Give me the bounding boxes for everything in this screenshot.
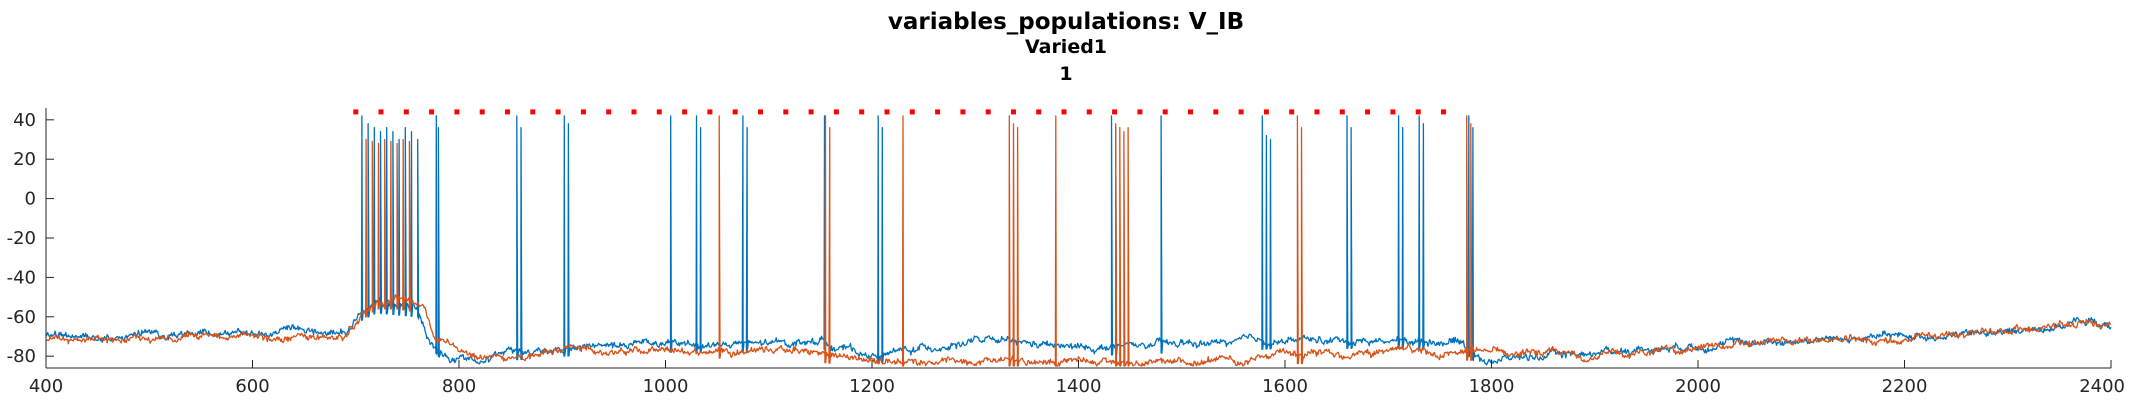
spike-marker	[1314, 109, 1320, 115]
chart-subtitle: Varied1	[1025, 36, 1107, 58]
spike-marker	[1441, 109, 1446, 115]
y-tick-label: -60	[7, 307, 36, 328]
spike-marker	[935, 109, 941, 115]
chart-subtitle-2: 1	[1059, 63, 1072, 85]
y-tick-label: -40	[7, 267, 36, 288]
spike-marker	[1289, 109, 1295, 115]
spike-marker	[1365, 109, 1371, 115]
x-tick-label: 1600	[1262, 376, 1308, 397]
spike-marker	[606, 109, 612, 115]
spike-marker	[479, 109, 485, 115]
spike-marker	[1188, 109, 1193, 115]
spike-marker	[555, 109, 561, 115]
spike-marker	[707, 109, 713, 115]
spike-marker	[682, 109, 688, 115]
spike-marker	[454, 109, 460, 115]
x-tick-label: 2200	[1882, 376, 1928, 397]
spike-marker	[1011, 109, 1016, 115]
spike-marker	[783, 109, 789, 115]
spike-marker	[859, 109, 865, 115]
series-layer	[45, 115, 2112, 367]
spike-marker	[1263, 109, 1269, 115]
y-tick-label: 20	[13, 149, 36, 170]
x-tick-label: 2000	[1675, 376, 1721, 397]
spike-marker	[530, 109, 536, 115]
spike-marker	[580, 109, 586, 115]
chart-title: variables_populations: V_IB	[888, 9, 1244, 35]
spike-marker	[1061, 109, 1067, 115]
x-tick-label: 2400	[2079, 376, 2125, 397]
y-tick-label: -20	[7, 228, 36, 249]
spike-marker	[1137, 109, 1143, 115]
spike-marker	[1112, 109, 1118, 115]
spike-marker	[1162, 109, 1168, 115]
x-tick-label: 1000	[643, 376, 689, 397]
spike-marker	[403, 109, 409, 115]
spike-marker	[1238, 109, 1244, 115]
spike-marker	[758, 109, 763, 115]
spike-marker	[505, 109, 510, 115]
x-tick-label: 1800	[1469, 376, 1515, 397]
axis-layer: 400 600 800 1000 1200 1400 1600 1800 2000 2200 240…	[7, 108, 2125, 397]
spike-marker	[378, 109, 384, 115]
spike-marker	[1036, 109, 1042, 115]
spike-marker	[909, 109, 915, 115]
y-tick-label: -80	[7, 346, 36, 367]
y-tick-label: 40	[13, 110, 36, 131]
spike-marker	[985, 109, 991, 115]
series-line-1	[45, 115, 2112, 366]
spike-marker	[631, 109, 637, 115]
spike-marker	[960, 109, 966, 115]
spike-marker	[353, 109, 359, 115]
spike-marker	[833, 109, 839, 115]
spike-marker	[1086, 109, 1092, 115]
x-tick-label: 1200	[849, 376, 895, 397]
spike-marker	[656, 109, 662, 115]
x-tick-label: 800	[442, 376, 476, 397]
spike-marker-layer	[353, 109, 1446, 115]
y-tick-label: 0	[25, 189, 36, 210]
spike-marker	[1415, 109, 1421, 115]
spike-marker	[884, 109, 890, 115]
spike-marker	[1390, 109, 1396, 115]
spike-marker	[1213, 109, 1219, 115]
spike-marker	[732, 109, 738, 115]
x-tick-label: 400	[29, 376, 63, 397]
series-line-2	[45, 115, 2112, 367]
x-tick-label: 1400	[1056, 376, 1102, 397]
spike-marker	[1339, 109, 1345, 115]
spike-marker	[808, 109, 814, 115]
x-tick-label: 600	[235, 376, 269, 397]
spike-marker	[429, 109, 435, 115]
